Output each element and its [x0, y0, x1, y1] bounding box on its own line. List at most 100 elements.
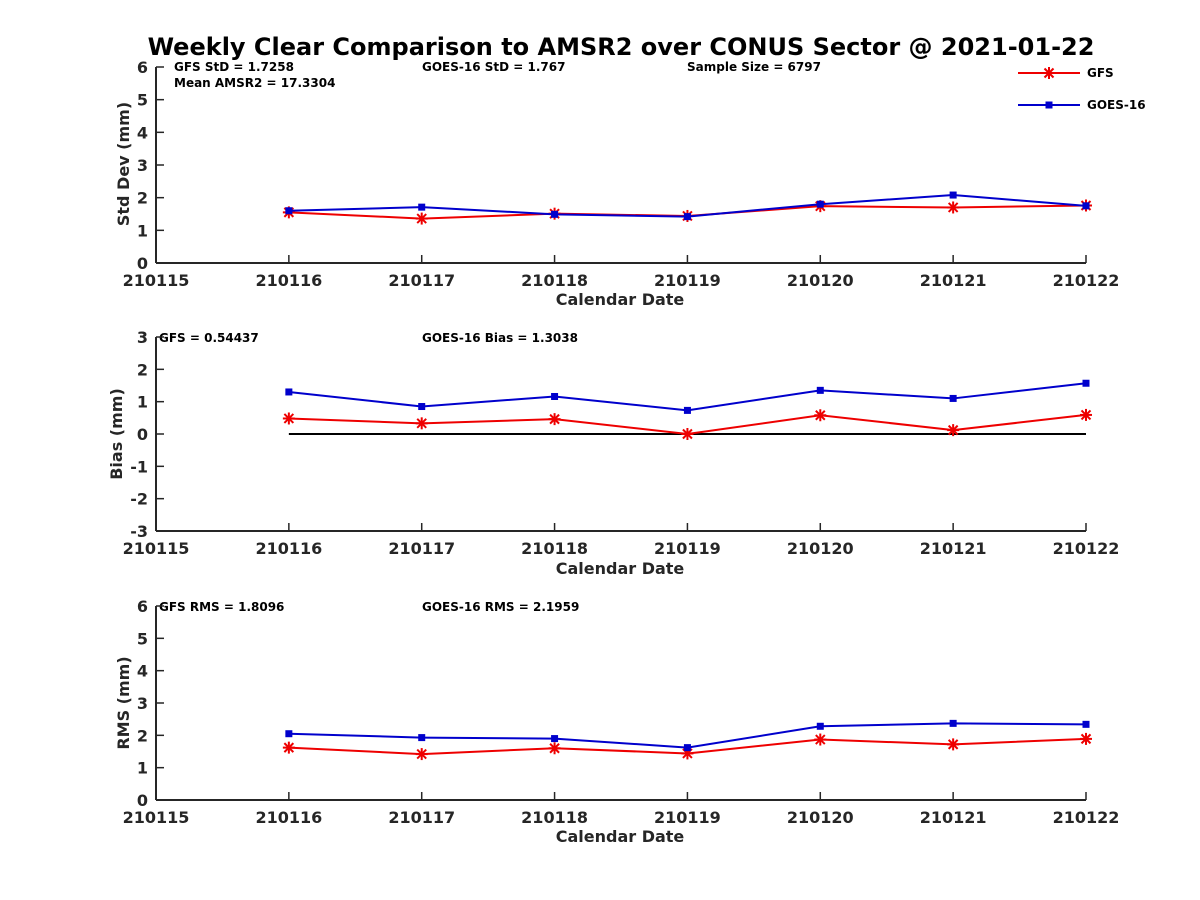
x-tick-label: 210117: [388, 808, 455, 827]
y-tick-label: 6: [137, 597, 148, 616]
x-tick-label: 210118: [521, 539, 588, 558]
y-tick-label: 2: [137, 360, 148, 379]
x-tick-label: 210118: [521, 271, 588, 290]
x-tick-label: 210122: [1053, 539, 1120, 558]
gfs-data-point: [947, 424, 960, 437]
y-axis-label: RMS (mm): [114, 656, 133, 749]
goes16-data-point: [683, 406, 691, 414]
goes16-data-point: [551, 735, 559, 743]
legend-goes16-marker: [1045, 101, 1053, 109]
goes16-data-point: [418, 403, 426, 411]
goes16-data-point: [1082, 379, 1090, 387]
gfs-std-annotation: GFS StD = 1.7258: [174, 60, 294, 74]
y-axis-label: Bias (mm): [107, 388, 126, 480]
x-tick-label: 210118: [521, 808, 588, 827]
y-tick-label: 5: [137, 91, 148, 110]
x-tick-label: 210116: [255, 539, 322, 558]
x-tick-label: 210119: [654, 271, 721, 290]
x-tick-label: 210122: [1053, 808, 1120, 827]
gfs-data-point: [1080, 732, 1092, 745]
gfs-rms-annotation: GFS RMS = 1.8096: [159, 600, 284, 614]
gfs-data-point: [548, 742, 561, 755]
goes16-data-point: [418, 203, 426, 211]
y-tick-label: 1: [137, 393, 148, 412]
goes16-rms-annotation: GOES-16 RMS = 2.1959: [422, 600, 579, 614]
rms-panel: GFS RMS = 1.8096 GOES-16 RMS = 2.1959 Ca…: [114, 597, 1119, 846]
x-axis-label: Calendar Date: [556, 290, 685, 309]
sample-size-annotation: Sample Size = 6797: [687, 60, 821, 74]
goes16-data-point: [683, 744, 691, 752]
goes16-data-point: [551, 210, 559, 218]
bias-panel: GFS = 0.54437 GOES-16 Bias = 1.3038 Cale…: [107, 328, 1119, 578]
y-tick-label: -3: [130, 522, 148, 541]
mean-amsr2-annotation: Mean AMSR2 = 17.3304: [174, 76, 335, 90]
gfs-data-point: [415, 417, 428, 430]
goes16-std-annotation: GOES-16 StD = 1.767: [422, 60, 565, 74]
y-tick-label: 1: [137, 221, 148, 240]
x-tick-label: 210115: [123, 808, 190, 827]
x-tick-label: 210117: [388, 271, 455, 290]
x-tick-label: 210117: [388, 539, 455, 558]
y-tick-label: 3: [137, 156, 148, 175]
gfs-data-point: [947, 201, 960, 214]
gfs-data-point: [548, 413, 561, 426]
gfs-data-point: [415, 212, 428, 225]
goes16-data-point: [949, 394, 957, 402]
y-axis-label: Std Dev (mm): [114, 102, 133, 226]
y-tick-label: 0: [137, 791, 148, 810]
gfs-bias-annotation: GFS = 0.54437: [159, 331, 259, 345]
x-tick-label: 210115: [123, 539, 190, 558]
y-tick-label: 2: [137, 189, 148, 208]
y-tick-label: -2: [130, 490, 148, 509]
gfs-data-point: [415, 748, 428, 761]
goes16-data-point: [816, 722, 824, 730]
goes16-bias-annotation: GOES-16 Bias = 1.3038: [422, 331, 578, 345]
chart-title: Weekly Clear Comparison to AMSR2 over CO…: [148, 33, 1095, 61]
gfs-data-point: [814, 409, 827, 422]
gfs-data-point: [681, 428, 694, 440]
gfs-data-point: [1080, 408, 1092, 421]
goes16-data-point: [418, 734, 426, 742]
goes16-data-point: [285, 207, 293, 215]
stddev-panel: GFS StD = 1.7258 GOES-16 StD = 1.767 Sam…: [114, 58, 1119, 309]
x-tick-label: 210120: [787, 271, 854, 290]
y-tick-label: 3: [137, 694, 148, 713]
legend-gfs-marker: [1043, 67, 1055, 79]
y-tick-label: 0: [137, 425, 148, 444]
legend: GFS GOES-16: [1018, 66, 1146, 112]
gfs-data-point: [282, 741, 295, 754]
x-tick-label: 210120: [787, 808, 854, 827]
goes16-data-point: [1082, 202, 1090, 210]
gfs-data-point: [947, 738, 960, 751]
legend-goes16-label: GOES-16: [1087, 98, 1146, 112]
x-tick-label: 210121: [920, 539, 987, 558]
x-tick-label: 210115: [123, 271, 190, 290]
goes16-series-line: [288, 382, 1087, 412]
goes16-data-point: [949, 719, 957, 727]
legend-gfs-label: GFS: [1087, 66, 1114, 80]
y-tick-label: 4: [137, 662, 148, 681]
goes16-data-point: [551, 392, 559, 400]
goes16-data-point: [949, 191, 957, 199]
y-tick-label: 0: [137, 254, 148, 273]
x-axis-label: Calendar Date: [556, 559, 685, 578]
x-tick-label: 210119: [654, 539, 721, 558]
goes16-data-point: [683, 213, 691, 221]
x-tick-label: 210116: [255, 808, 322, 827]
y-tick-label: 2: [137, 726, 148, 745]
x-tick-label: 210121: [920, 808, 987, 827]
y-tick-label: 4: [137, 123, 148, 142]
y-tick-label: -1: [130, 457, 148, 476]
goes16-data-point: [816, 386, 824, 394]
gfs-data-point: [814, 733, 827, 746]
x-axis-label: Calendar Date: [556, 827, 685, 846]
x-tick-label: 210120: [787, 539, 854, 558]
gfs-data-point: [282, 412, 295, 425]
goes16-data-point: [1082, 720, 1090, 728]
x-tick-label: 210121: [920, 271, 987, 290]
x-tick-label: 210119: [654, 808, 721, 827]
x-tick-label: 210122: [1053, 271, 1120, 290]
goes16-data-point: [816, 200, 824, 208]
y-tick-label: 5: [137, 629, 148, 648]
